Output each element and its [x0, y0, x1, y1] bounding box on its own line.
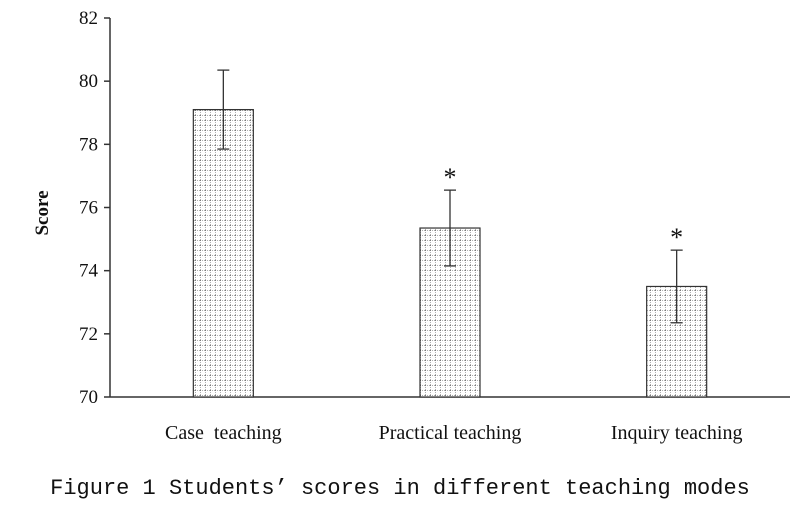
y-tick-label: 78 — [79, 134, 98, 155]
bars — [192, 108, 708, 398]
bar — [192, 108, 254, 398]
y-tick-label: 72 — [79, 324, 98, 345]
y-tick-label: 82 — [79, 8, 98, 29]
category-labels: Case teaching Practical teaching Inquiry t… — [165, 422, 742, 444]
y-axis-title: Score — [32, 190, 53, 235]
x-category-label: Inquiry teaching — [611, 422, 743, 444]
x-category-label: Case teaching — [165, 422, 282, 444]
y-tick-label: 80 — [79, 71, 98, 92]
figure-caption: Figure 1 Students’ scores in different t… — [50, 476, 750, 501]
significance-marks: ** — [444, 163, 684, 252]
y-axis: 70 72 74 76 78 80 82 — [79, 8, 111, 408]
y-tick-label: 70 — [79, 387, 98, 408]
y-tick-label: 76 — [79, 198, 98, 219]
significance-asterisk: * — [670, 223, 683, 252]
x-category-label: Practical teaching — [379, 422, 522, 444]
error-bars — [217, 69, 683, 324]
significance-asterisk: * — [444, 163, 457, 192]
y-tick-label: 74 — [79, 261, 99, 282]
